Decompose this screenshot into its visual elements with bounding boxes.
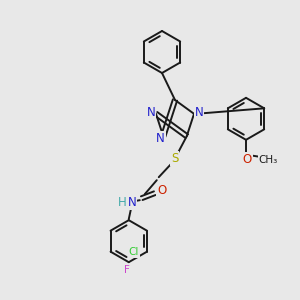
Text: CH₃: CH₃ (258, 155, 278, 165)
Text: F: F (124, 265, 130, 275)
Text: H: H (117, 196, 126, 209)
Text: N: N (156, 132, 165, 145)
Text: N: N (147, 106, 155, 119)
Text: O: O (157, 184, 167, 197)
Text: N: N (195, 106, 203, 119)
Text: N: N (128, 196, 136, 209)
Text: S: S (171, 152, 178, 165)
Text: O: O (242, 153, 252, 166)
Text: Cl: Cl (129, 247, 139, 257)
